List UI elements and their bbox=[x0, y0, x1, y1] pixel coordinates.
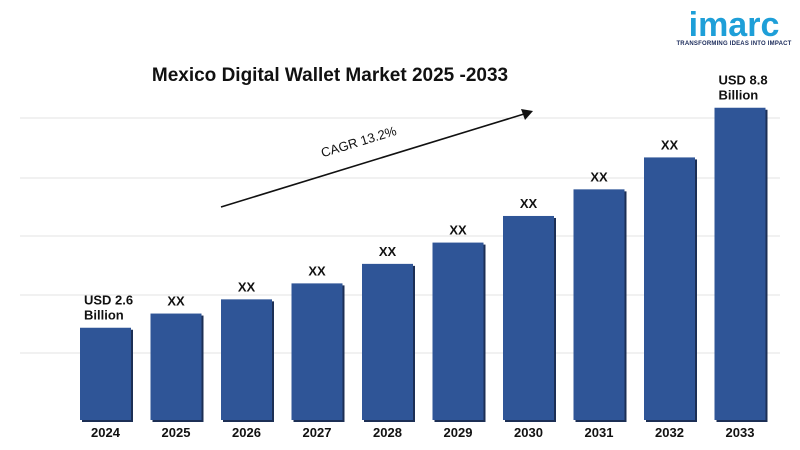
x-axis-tick-labels: 2024 2025 2026 2027 2028 2029 2030 2031 2032 2033 bbox=[91, 425, 754, 440]
tick-label-2032: 2032 bbox=[655, 425, 684, 440]
tick-label-2031: 2031 bbox=[585, 425, 614, 440]
data-label-2030: XX bbox=[520, 196, 538, 211]
data-label-2024-line-1: USD 2.6 bbox=[84, 293, 133, 308]
bar-2033 bbox=[714, 107, 766, 420]
bar-2024 bbox=[80, 327, 131, 420]
cagr-trend-arrow: CAGR 13.2% bbox=[220, 109, 533, 208]
data-label-2024-line-2: Billion bbox=[84, 308, 124, 323]
bar-2030 bbox=[503, 215, 554, 420]
chart-title: Mexico Digital Wallet Market 2025 -2033 bbox=[152, 65, 508, 86]
bar-2026 bbox=[221, 299, 272, 420]
arrow-head-icon bbox=[521, 109, 533, 120]
logo-tagline: TRANSFORMING IDEAS INTO IMPACT bbox=[676, 41, 791, 47]
bar-2031 bbox=[573, 189, 625, 420]
bar-2027 bbox=[291, 283, 343, 420]
bar-2028 bbox=[362, 263, 413, 420]
tick-label-2024: 2024 bbox=[91, 425, 121, 440]
data-label-2031: XX bbox=[590, 169, 608, 184]
tick-label-2028: 2028 bbox=[373, 425, 402, 440]
data-label-2026: XX bbox=[238, 279, 256, 294]
tick-label-2026: 2026 bbox=[232, 425, 261, 440]
imarc-logo: imarc TRANSFORMING IDEAS INTO IMPACT bbox=[676, 6, 791, 47]
data-label-2025: XX bbox=[167, 294, 185, 309]
tick-label-2025: 2025 bbox=[162, 425, 191, 440]
trend-line bbox=[220, 113, 525, 208]
bars bbox=[80, 107, 768, 422]
tick-label-2030: 2030 bbox=[514, 425, 543, 440]
bar-2032 bbox=[644, 157, 695, 420]
tick-label-2033: 2033 bbox=[726, 425, 755, 440]
data-label-2032: XX bbox=[661, 137, 679, 152]
data-label-2027: XX bbox=[308, 263, 326, 278]
bar-2029 bbox=[432, 242, 484, 420]
data-label-2033-line-1: USD 8.8 bbox=[719, 73, 768, 88]
tick-label-2027: 2027 bbox=[303, 425, 332, 440]
data-label-2033-line-2: Billion bbox=[719, 88, 759, 103]
data-label-2028: XX bbox=[379, 244, 397, 259]
data-label-2029: XX bbox=[449, 223, 467, 238]
bar-2025 bbox=[150, 313, 202, 420]
tick-label-2029: 2029 bbox=[444, 425, 473, 440]
cagr-annotation: CAGR 13.2% bbox=[319, 123, 398, 160]
logo-wordmark: imarc bbox=[689, 6, 780, 44]
